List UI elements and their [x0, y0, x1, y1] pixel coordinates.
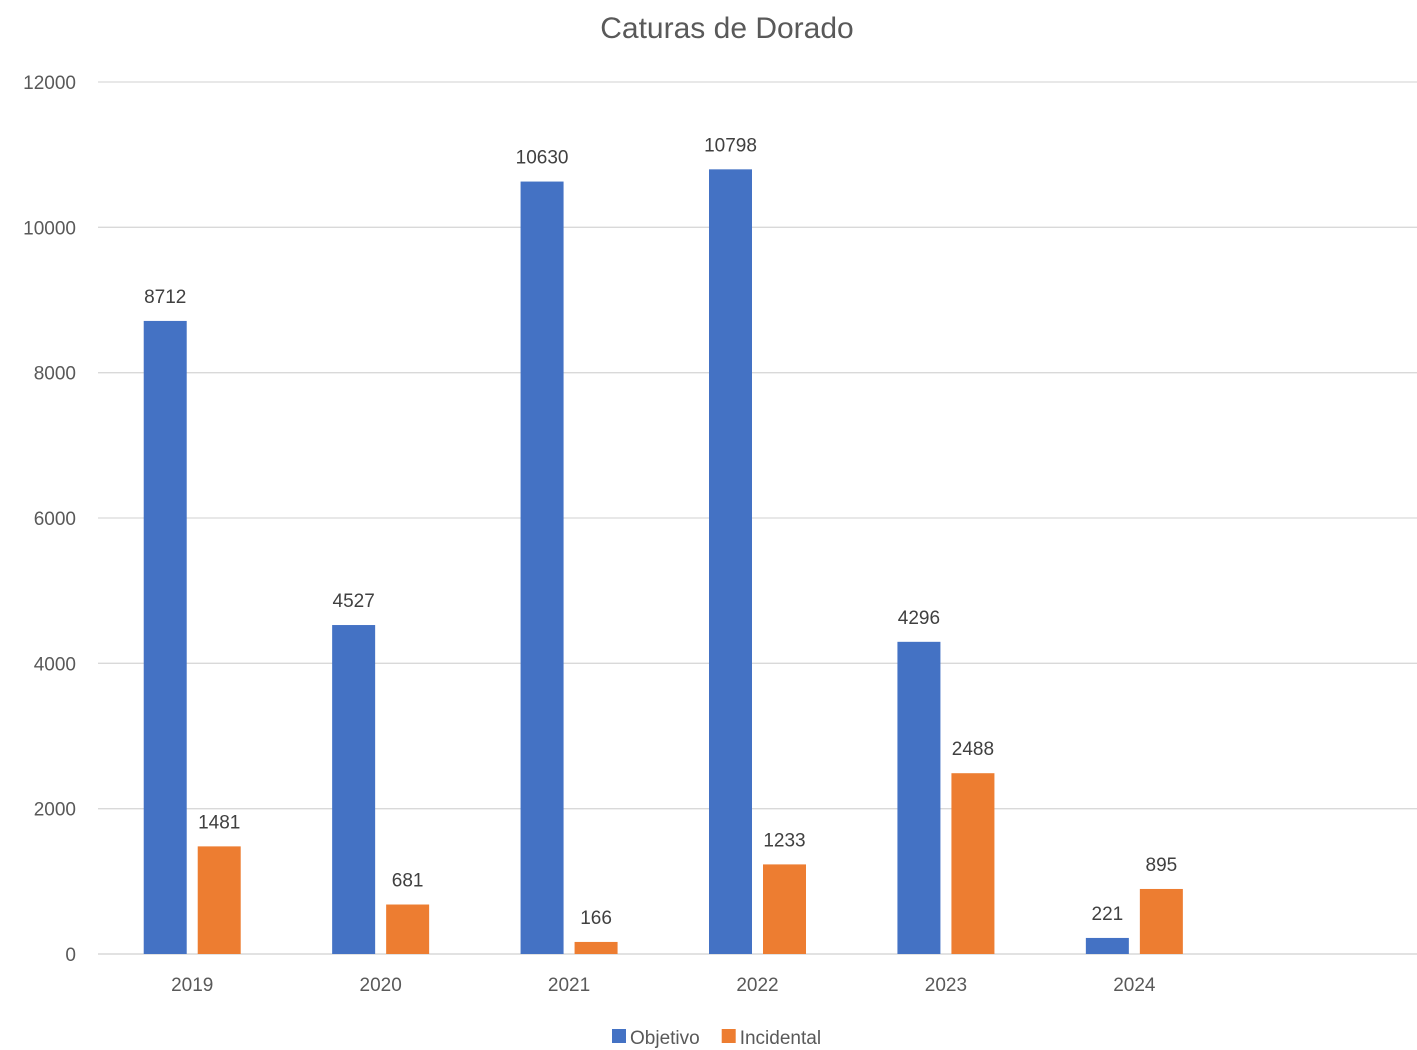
- bar-objetivo-2019: [143, 320, 187, 955]
- data-label-incidental-2024: 895: [1146, 855, 1178, 876]
- y-tick-label: 6000: [34, 509, 76, 530]
- x-tick-label: 2022: [736, 975, 778, 996]
- data-labels: 8712 1481 4527 681 10630 166 10798 1233 4296 2488…: [144, 135, 1177, 929]
- bar-objetivo-2022: [709, 169, 752, 954]
- y-tick-label: 8000: [34, 364, 76, 385]
- data-label-objetivo-2024: 221: [1092, 904, 1124, 925]
- x-tick-label: 2019: [171, 975, 213, 996]
- data-label-incidental-2023: 2488: [952, 739, 994, 760]
- y-tick-label: 2000: [34, 800, 76, 821]
- data-label-objetivo-2021: 10630: [516, 148, 569, 169]
- bar-incidental-2019: [197, 846, 241, 954]
- bar-objetivo-2024: [1085, 937, 1129, 954]
- legend-swatch-objetivo: [612, 1029, 626, 1043]
- data-label-incidental-2019: 1481: [198, 812, 240, 833]
- bar-incidental-2020: [386, 904, 430, 954]
- bars: [143, 169, 1183, 955]
- x-axis-ticks: 2019 2020 2021 2022 2023 2024: [171, 975, 1156, 996]
- data-label-objetivo-2020: 4527: [333, 591, 375, 612]
- data-label-objetivo-2022: 10798: [704, 135, 757, 156]
- data-label-objetivo-2019: 8712: [144, 287, 186, 308]
- bar-incidental-2022: [763, 864, 806, 954]
- data-label-incidental-2022: 1233: [763, 830, 805, 851]
- x-tick-label: 2020: [360, 975, 402, 996]
- bar-objetivo-2021: [520, 181, 564, 954]
- chart-title: Caturas de Dorado: [600, 12, 853, 45]
- data-label-incidental-2020: 681: [392, 871, 424, 892]
- legend-label-incidental: Incidental: [740, 1028, 821, 1049]
- legend: Objetivo Incidental: [612, 1028, 821, 1049]
- y-tick-label: 4000: [34, 654, 76, 675]
- gridlines: [98, 81, 1417, 955]
- legend-label-objetivo: Objetivo: [630, 1028, 700, 1049]
- bar-objetivo-2020: [332, 625, 376, 954]
- y-tick-label: 0: [65, 945, 76, 966]
- x-tick-label: 2024: [1113, 975, 1156, 996]
- legend-swatch-incidental: [721, 1029, 736, 1043]
- data-label-objetivo-2023: 4296: [898, 608, 940, 629]
- bar-incidental-2024: [1139, 888, 1183, 954]
- bar-objetivo-2023: [897, 641, 941, 954]
- x-tick-label: 2023: [925, 975, 967, 996]
- y-tick-label: 12000: [23, 73, 76, 94]
- bar-incidental-2023: [951, 773, 995, 954]
- y-tick-label: 10000: [23, 218, 76, 239]
- bar-incidental-2021: [574, 941, 618, 954]
- data-label-incidental-2021: 166: [580, 908, 612, 929]
- y-axis-ticks: 0 2000 4000 6000 8000 10000 12000: [23, 73, 76, 966]
- x-tick-label: 2021: [548, 975, 590, 996]
